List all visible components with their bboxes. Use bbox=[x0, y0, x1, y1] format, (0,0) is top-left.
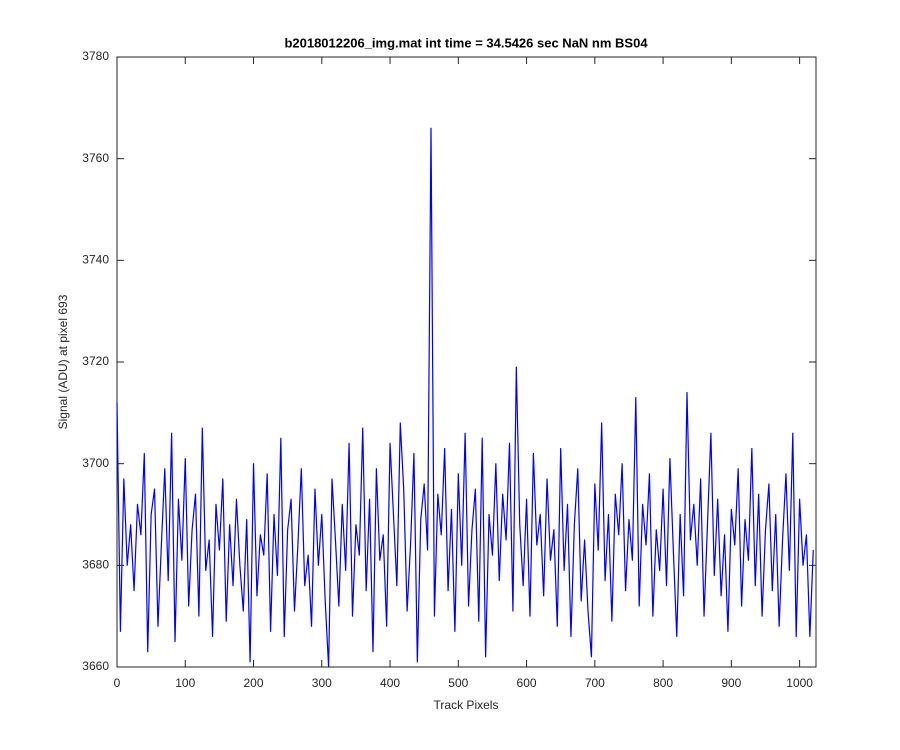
x-tick-label: 500 bbox=[448, 676, 468, 690]
y-tick-label: 3740 bbox=[82, 253, 109, 267]
y-tick-label: 3700 bbox=[82, 456, 109, 470]
y-tick-label: 3780 bbox=[82, 49, 109, 63]
x-tick-label: 0 bbox=[114, 676, 121, 690]
x-tick-label: 400 bbox=[380, 676, 400, 690]
y-tick-label: 3760 bbox=[82, 151, 109, 165]
y-axis-label: Signal (ADU) at pixel 693 bbox=[56, 294, 70, 429]
x-tick-label: 300 bbox=[312, 676, 332, 690]
x-tick-label: 1000 bbox=[786, 676, 813, 690]
chart-title: b2018012206_img.mat int time = 34.5426 s… bbox=[284, 35, 648, 50]
x-tick-label: 200 bbox=[244, 676, 264, 690]
x-tick-label: 700 bbox=[585, 676, 605, 690]
x-tick-label: 900 bbox=[721, 676, 741, 690]
y-tick-label: 3720 bbox=[82, 354, 109, 368]
x-tick-label: 100 bbox=[175, 676, 195, 690]
y-tick-label: 3680 bbox=[82, 558, 109, 572]
x-tick-label: 800 bbox=[653, 676, 673, 690]
plot-area bbox=[116, 56, 817, 668]
x-axis-label: Track Pixels bbox=[434, 698, 499, 712]
data-line bbox=[116, 127, 814, 668]
x-tick-label: 600 bbox=[517, 676, 537, 690]
y-tick-label: 3660 bbox=[82, 659, 109, 673]
